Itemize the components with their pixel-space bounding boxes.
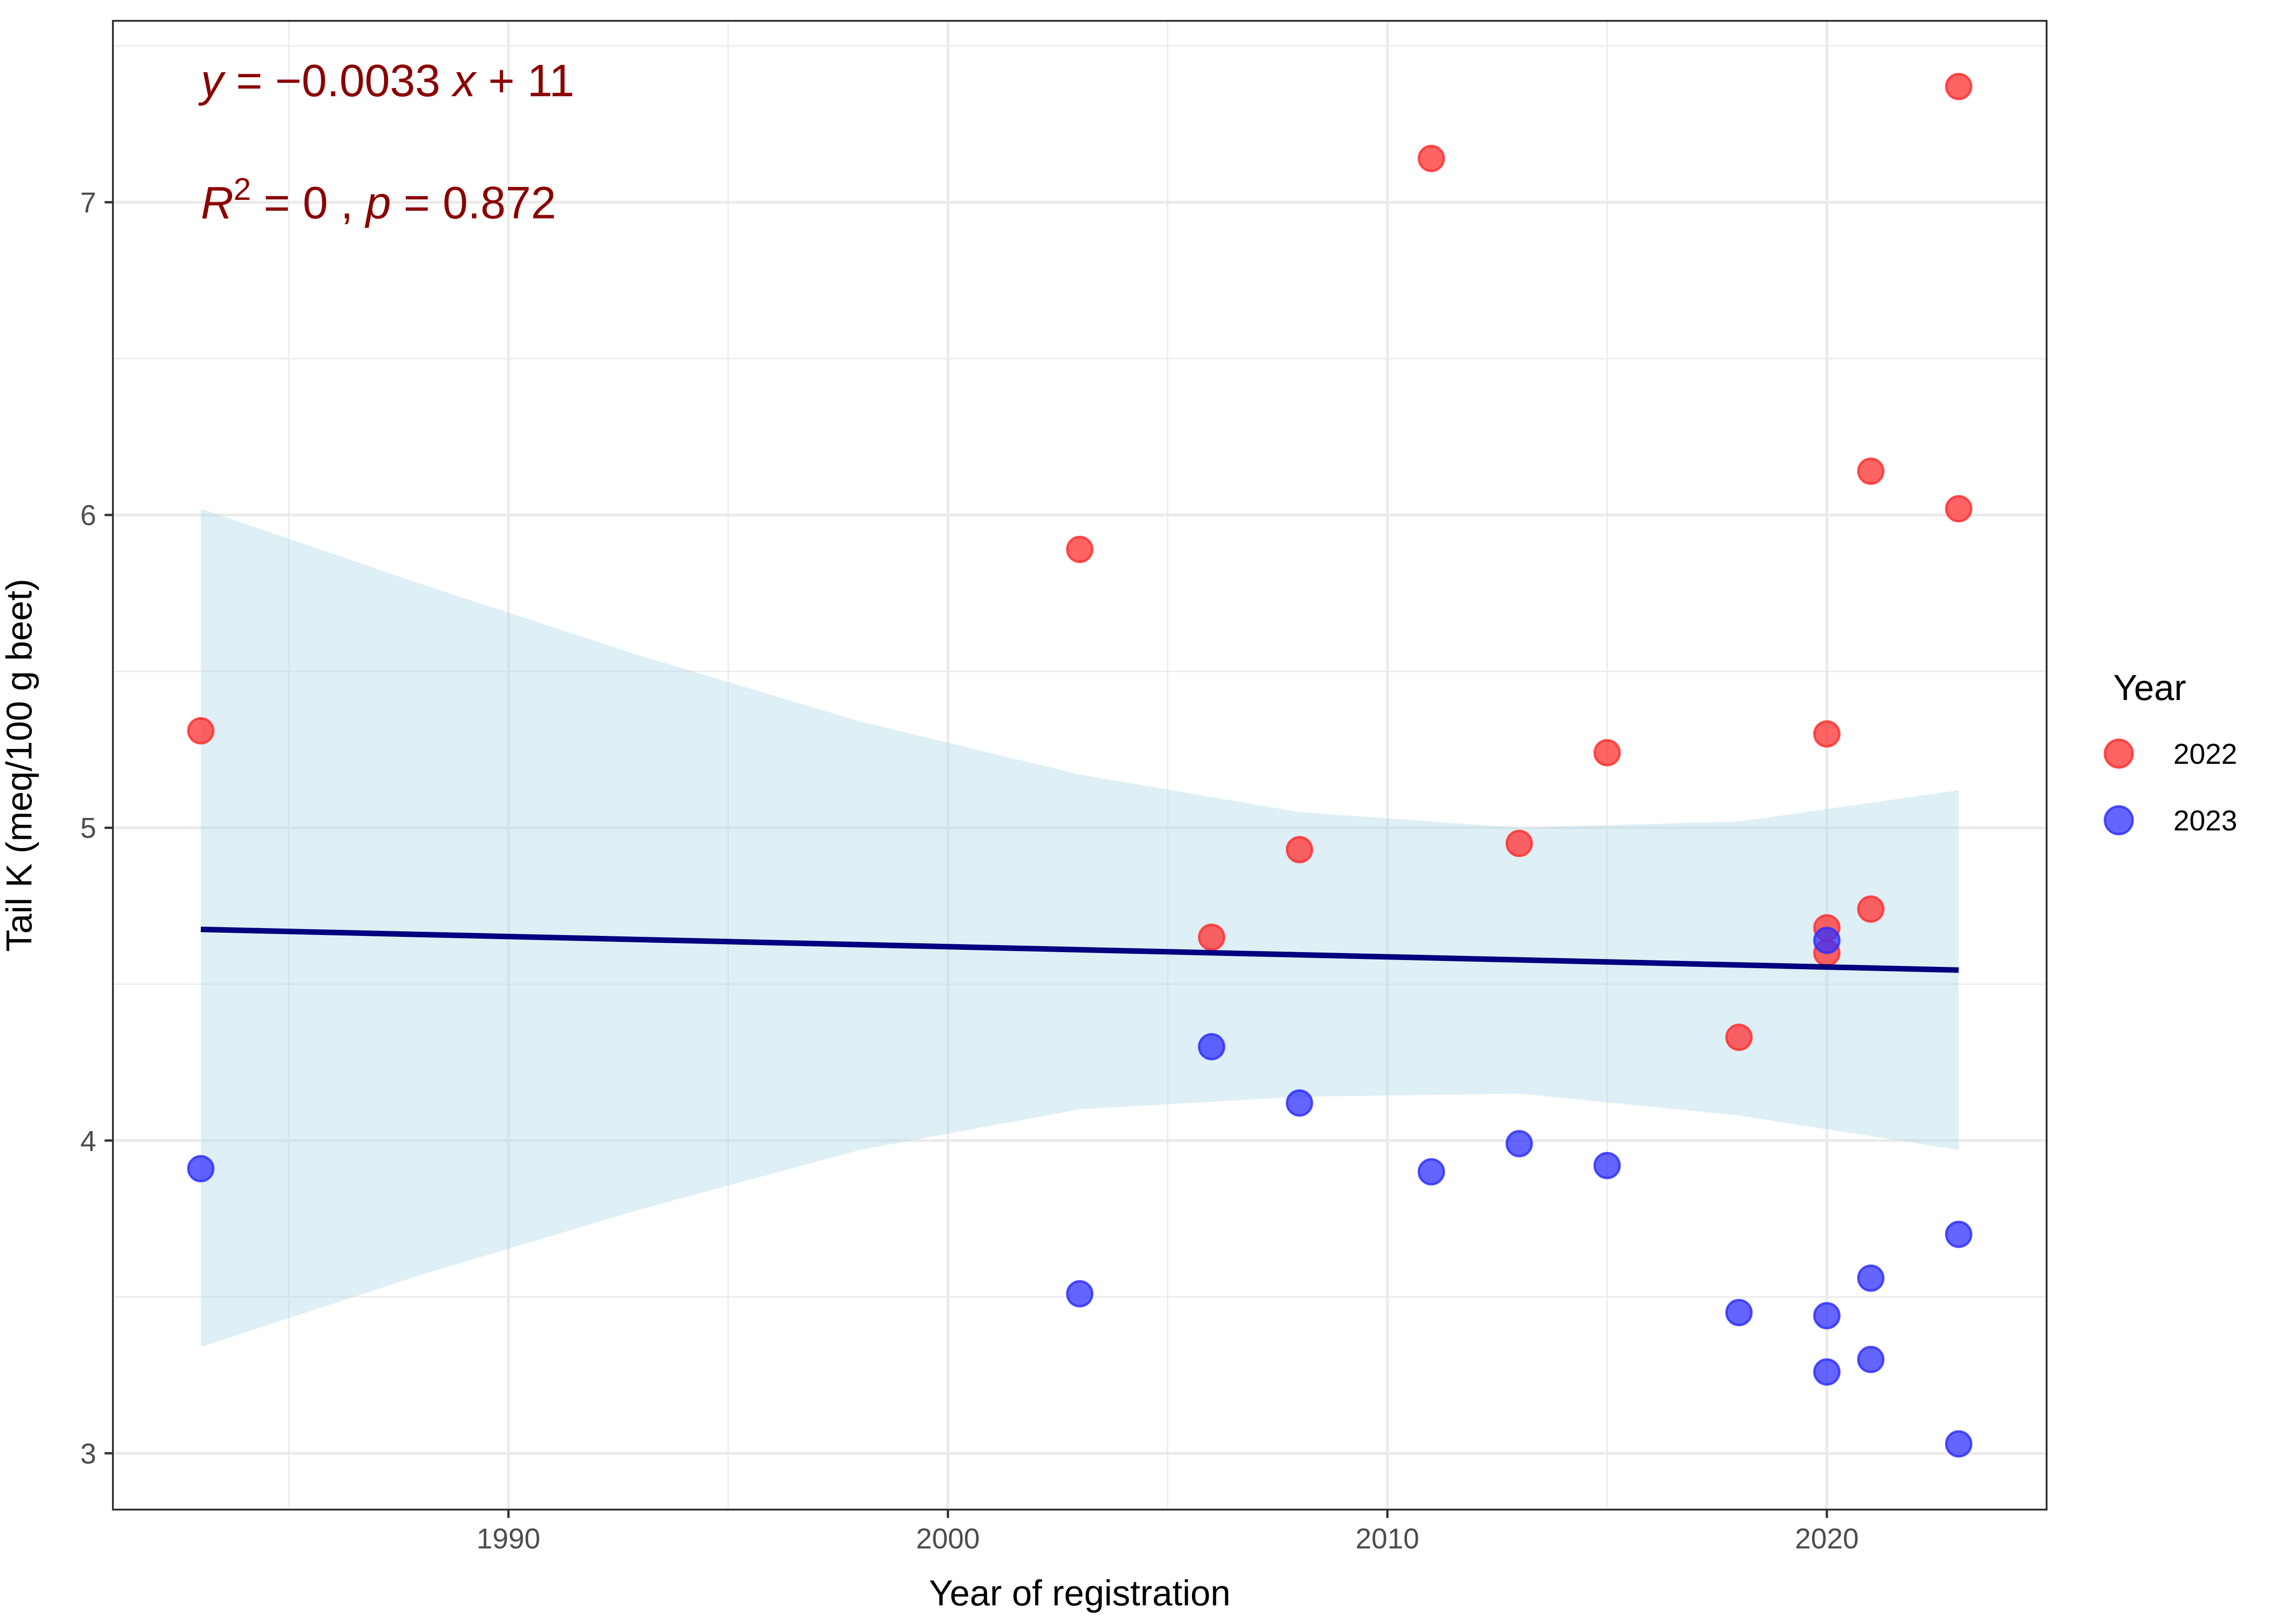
data-point-2022 bbox=[1285, 836, 1313, 864]
data-point-2022 bbox=[1945, 495, 1973, 523]
data-point-2023 bbox=[1417, 1158, 1445, 1186]
stat-p-value: = 0.872 bbox=[391, 177, 556, 228]
data-point-2022 bbox=[1417, 144, 1445, 172]
regression-stats: R2 = 0 , p = 0.872 bbox=[201, 172, 556, 228]
data-point-2023 bbox=[1813, 927, 1841, 954]
data-point-2022 bbox=[1198, 923, 1225, 951]
regression-line bbox=[200, 926, 1959, 973]
data-point-2022 bbox=[1505, 830, 1533, 857]
points-layer bbox=[187, 73, 1973, 1458]
data-point-2023 bbox=[1285, 1089, 1313, 1117]
legend-label: 2022 bbox=[2173, 738, 2237, 770]
legend-item-2022: 2022 bbox=[2104, 738, 2237, 770]
data-point-2023 bbox=[1945, 1220, 1973, 1248]
data-point-2023 bbox=[1593, 1152, 1621, 1179]
data-point-2023 bbox=[1725, 1299, 1753, 1326]
x-axis: 1990 2000 2010 2020 bbox=[477, 1510, 1859, 1555]
eq-minus: − bbox=[275, 55, 302, 106]
y-tick-label: 6 bbox=[81, 500, 96, 532]
series-2022 bbox=[187, 73, 1973, 1051]
stat-p: p bbox=[364, 177, 391, 228]
data-point-2022 bbox=[1857, 895, 1885, 923]
eq-plus: + bbox=[476, 55, 527, 106]
legend-key-icon bbox=[2104, 738, 2134, 769]
plot-panel bbox=[112, 20, 2048, 1511]
stats-text: R2 = 0 , p = 0.872 bbox=[201, 172, 556, 228]
series-2023 bbox=[187, 927, 1973, 1458]
data-point-2023 bbox=[1857, 1264, 1885, 1292]
stat-r-value: = 0 , bbox=[251, 177, 366, 228]
x-tick-label: 1990 bbox=[477, 1523, 540, 1555]
eq-equals: = bbox=[223, 55, 275, 106]
data-point-2022 bbox=[1593, 739, 1621, 767]
data-point-2022 bbox=[1725, 1023, 1753, 1051]
data-point-2022 bbox=[1813, 720, 1841, 748]
x-tick-label: 2010 bbox=[1355, 1523, 1419, 1555]
grid-major bbox=[113, 21, 2047, 1510]
y-tick-label: 7 bbox=[81, 187, 96, 219]
legend: Year 2022 2023 bbox=[2104, 667, 2237, 837]
regression-equation: y = −0.0033 x + 11 bbox=[198, 55, 574, 106]
x-tick-label: 2020 bbox=[1795, 1523, 1859, 1555]
data-point-2023 bbox=[1945, 1430, 1973, 1458]
stat-r: R bbox=[201, 177, 234, 228]
legend-label: 2023 bbox=[2173, 805, 2237, 837]
stat-r-sup: 2 bbox=[234, 172, 251, 207]
legend-item-2023: 2023 bbox=[2104, 805, 2237, 837]
confidence-band bbox=[201, 508, 1959, 1347]
y-axis: 3 4 5 6 7 bbox=[81, 187, 113, 1470]
y-tick-label: 3 bbox=[81, 1438, 96, 1470]
x-tick-label: 2000 bbox=[916, 1523, 980, 1555]
panel-background bbox=[113, 21, 2047, 1510]
data-point-2022 bbox=[187, 717, 215, 745]
data-point-2023 bbox=[187, 1155, 215, 1183]
eq-slope: 0.0033 bbox=[302, 55, 453, 106]
data-point-2022 bbox=[1945, 73, 1973, 100]
data-point-2023 bbox=[1813, 1302, 1841, 1330]
data-point-2022 bbox=[1066, 536, 1093, 563]
y-tick-label: 4 bbox=[81, 1125, 96, 1157]
legend-title: Year bbox=[2113, 667, 2186, 708]
data-point-2022 bbox=[1857, 458, 1885, 485]
data-point-2023 bbox=[1198, 1033, 1225, 1060]
data-point-2023 bbox=[1505, 1130, 1533, 1158]
equation-text: y = −0.0033 x + 11 bbox=[198, 55, 574, 106]
eq-y: y bbox=[198, 55, 226, 106]
data-point-2023 bbox=[1813, 1358, 1841, 1386]
eq-intercept: 11 bbox=[527, 55, 575, 106]
data-point-2023 bbox=[1066, 1280, 1093, 1308]
grid-minor bbox=[113, 21, 2047, 1510]
eq-x: x bbox=[451, 55, 477, 106]
legend-key-icon bbox=[2104, 805, 2134, 836]
y-tick-label: 5 bbox=[81, 812, 96, 844]
data-point-2023 bbox=[1857, 1345, 1885, 1373]
y-axis-title: Tail K (meq/100 g beet) bbox=[0, 579, 39, 952]
x-axis-title: Year of registration bbox=[929, 1573, 1231, 1613]
panel-border bbox=[112, 20, 2048, 1511]
